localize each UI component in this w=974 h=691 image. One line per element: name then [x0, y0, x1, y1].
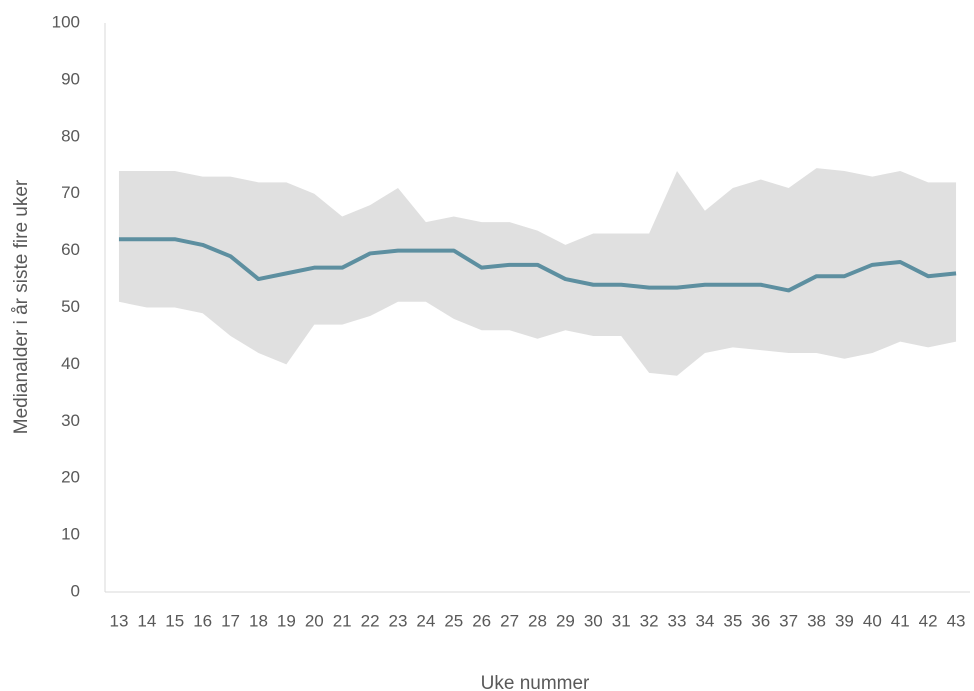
x-tick-label: 38	[807, 611, 826, 630]
x-tick-label: 42	[919, 611, 938, 630]
x-tick-label: 24	[416, 611, 435, 630]
y-tick-label: 20	[61, 468, 80, 487]
y-tick-label: 50	[61, 297, 80, 316]
y-tick-label: 100	[52, 12, 80, 31]
x-tick-label: 25	[444, 611, 463, 630]
x-tick-label: 36	[751, 611, 770, 630]
y-tick-label: 10	[61, 525, 80, 544]
x-tick-label: 27	[500, 611, 519, 630]
x-tick-label: 18	[249, 611, 268, 630]
x-tick-label: 32	[640, 611, 659, 630]
x-tick-label: 16	[193, 611, 212, 630]
x-tick-label: 29	[556, 611, 575, 630]
x-tick-label: 13	[109, 611, 128, 630]
y-tick-label: 60	[61, 240, 80, 259]
x-tick-label: 17	[221, 611, 240, 630]
x-tick-label: 39	[835, 611, 854, 630]
x-tick-label: 22	[361, 611, 380, 630]
y-axis-title: Medianalder i år siste fire uker	[11, 179, 32, 434]
x-tick-label: 43	[947, 611, 966, 630]
y-tick-label: 30	[61, 411, 80, 430]
y-tick-label: 0	[71, 581, 80, 600]
y-tick-label: 90	[61, 69, 80, 88]
y-tick-label: 70	[61, 183, 80, 202]
x-tick-label: 28	[528, 611, 547, 630]
x-tick-label: 21	[333, 611, 352, 630]
x-tick-label: 37	[779, 611, 798, 630]
y-tick-label: 40	[61, 354, 80, 373]
x-tick-label: 23	[389, 611, 408, 630]
x-tick-label: 34	[695, 611, 714, 630]
x-tick-label: 20	[305, 611, 324, 630]
x-axis-title: Uke nummer	[481, 673, 590, 691]
range-band	[118, 168, 957, 376]
y-tick-label: 80	[61, 126, 80, 145]
x-tick-label: 33	[668, 611, 687, 630]
x-tick-label: 41	[891, 611, 910, 630]
x-tick-label: 15	[165, 611, 184, 630]
x-tick-label: 26	[472, 611, 491, 630]
x-tick-label: 19	[277, 611, 296, 630]
median-line	[118, 237, 957, 293]
x-tick-label: 40	[863, 611, 882, 630]
x-tick-label: 31	[612, 611, 631, 630]
x-tick-label: 35	[723, 611, 742, 630]
x-tick-label: 30	[584, 611, 603, 630]
x-tick-label: 14	[137, 611, 156, 630]
